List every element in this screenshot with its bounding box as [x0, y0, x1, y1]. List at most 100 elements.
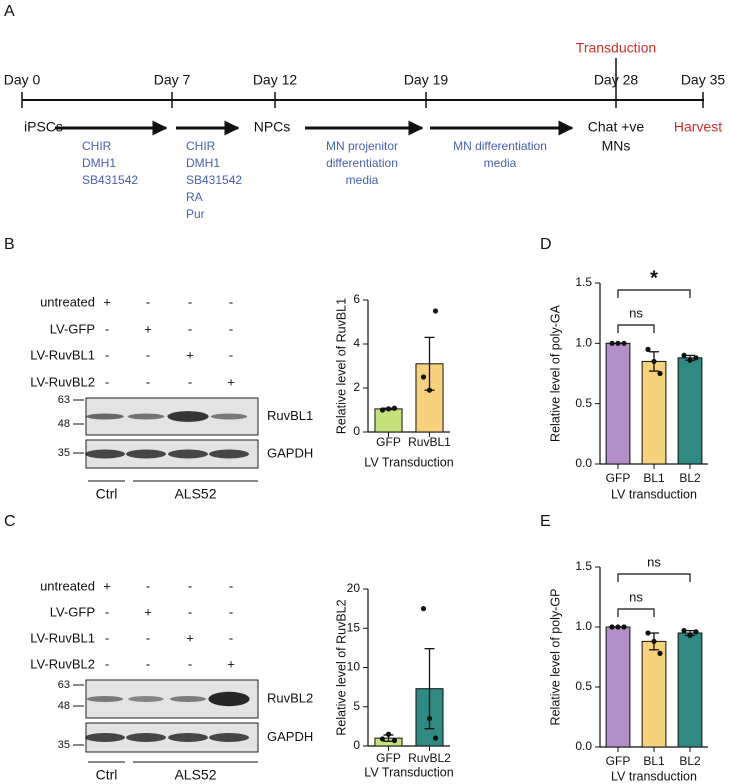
x-tick-label: RuvBL1	[408, 435, 451, 449]
treatment-sign: -	[105, 604, 109, 619]
data-point	[379, 407, 386, 413]
group-label: ALS52	[174, 767, 216, 783]
y-tick-label: 0.0	[575, 456, 592, 470]
group-label: ALS52	[174, 486, 216, 502]
x-tick-label: GFP	[606, 754, 631, 768]
treatment-sign: -	[229, 578, 233, 593]
y-tick-label: 0	[353, 738, 360, 752]
treatment-sign: -	[146, 630, 150, 645]
data-point	[645, 630, 651, 636]
blot-band	[169, 696, 207, 702]
media-text: MN differentiation	[453, 139, 547, 153]
blot-band	[168, 733, 208, 742]
data-point	[645, 346, 651, 352]
error-bar	[424, 648, 435, 730]
data-point	[426, 387, 433, 393]
treatment-sign: -	[229, 604, 233, 619]
data-point	[693, 629, 699, 635]
bar	[605, 626, 631, 748]
y-tick-label: 5	[353, 699, 360, 713]
y-tick-label: 0.0	[575, 739, 592, 753]
group-label: Ctrl	[96, 767, 118, 783]
blot-band	[208, 691, 250, 707]
mw-marker: 48	[58, 418, 70, 430]
day-label: Day 19	[404, 72, 449, 88]
treatment-sign: -	[105, 374, 109, 389]
x-axis-label: LV Transduction	[364, 765, 453, 779]
x-tick-label: GFP	[376, 435, 401, 449]
x-tick-label: GFP	[376, 751, 401, 765]
transduction-label: Transduction	[576, 40, 656, 56]
x-tick-label: RuvBL2	[408, 751, 451, 765]
blot-band	[86, 696, 124, 702]
significance-bracket	[617, 289, 691, 298]
treatment-sign: -	[188, 321, 192, 336]
x-tick-label: BL2	[679, 471, 701, 485]
x-tick-label: GFP	[606, 471, 631, 485]
blot-band	[209, 733, 249, 742]
band-label: GAPDH	[267, 729, 313, 744]
data-point	[385, 731, 392, 737]
treatment-sign: -	[105, 656, 109, 671]
mw-marker: 35	[58, 739, 70, 751]
blot-band	[128, 696, 164, 702]
x-tick-label: BL2	[679, 754, 701, 768]
media-text: CHIR	[186, 139, 216, 153]
x-tick-label: BL1	[643, 754, 665, 768]
blot-band	[167, 411, 209, 422]
data-point	[609, 624, 615, 630]
bar	[677, 357, 703, 465]
y-tick-label: 10	[347, 660, 361, 674]
mw-marker: 48	[58, 700, 70, 712]
data-point	[693, 355, 699, 361]
data-point	[615, 624, 621, 630]
treatment-sign: +	[103, 578, 111, 593]
treatment-sign: -	[188, 604, 192, 619]
data-point	[379, 736, 386, 742]
data-point	[615, 340, 621, 346]
significance-bracket	[617, 324, 655, 333]
bar	[641, 640, 667, 748]
data-point	[621, 624, 627, 630]
y-tick-label: 1.0	[575, 619, 592, 633]
treatment-label: untreated	[40, 578, 95, 593]
stage: MNs	[602, 138, 631, 154]
mw-marker: 63	[58, 679, 70, 691]
mw-marker: 35	[58, 447, 70, 459]
treatment-sign: +	[103, 294, 111, 309]
y-tick-label: 1.5	[575, 559, 592, 573]
treatment-sign: -	[105, 321, 109, 336]
y-axis-label: Relative level of poly-GA	[548, 304, 562, 442]
treatment-sign: -	[146, 374, 150, 389]
treatment-sign: -	[229, 347, 233, 362]
data-point	[651, 358, 657, 365]
treatment-label: LV-GFP	[50, 604, 95, 619]
data-point	[687, 632, 693, 639]
media-text: DMH1	[186, 156, 220, 170]
band-label: RuvBL2	[267, 690, 313, 705]
day-label: Day 12	[253, 72, 298, 88]
significance-label: ns	[629, 305, 643, 320]
significance-label: ns	[647, 554, 661, 569]
data-point	[657, 370, 663, 377]
treatment-label: untreated	[40, 294, 95, 309]
y-tick-label: 1.5	[575, 275, 592, 289]
treatment-sign: +	[227, 374, 235, 389]
treatment-sign: -	[188, 578, 192, 593]
blot-band	[210, 413, 248, 420]
treatment-sign: -	[105, 630, 109, 645]
group-label: Ctrl	[96, 486, 118, 502]
blot-band	[126, 449, 166, 459]
data-point	[420, 606, 427, 612]
treatment-sign: -	[146, 578, 150, 593]
media-text: media	[484, 156, 517, 170]
blot-band	[85, 449, 125, 459]
data-point	[657, 650, 663, 657]
x-axis-label: LV Transduction	[364, 455, 453, 469]
panel-label: C	[4, 513, 16, 530]
y-tick-label: 6	[353, 292, 360, 306]
media-text: DMH1	[82, 156, 116, 170]
blot-band	[209, 449, 249, 459]
data-point	[681, 628, 687, 634]
data-point	[426, 715, 433, 722]
